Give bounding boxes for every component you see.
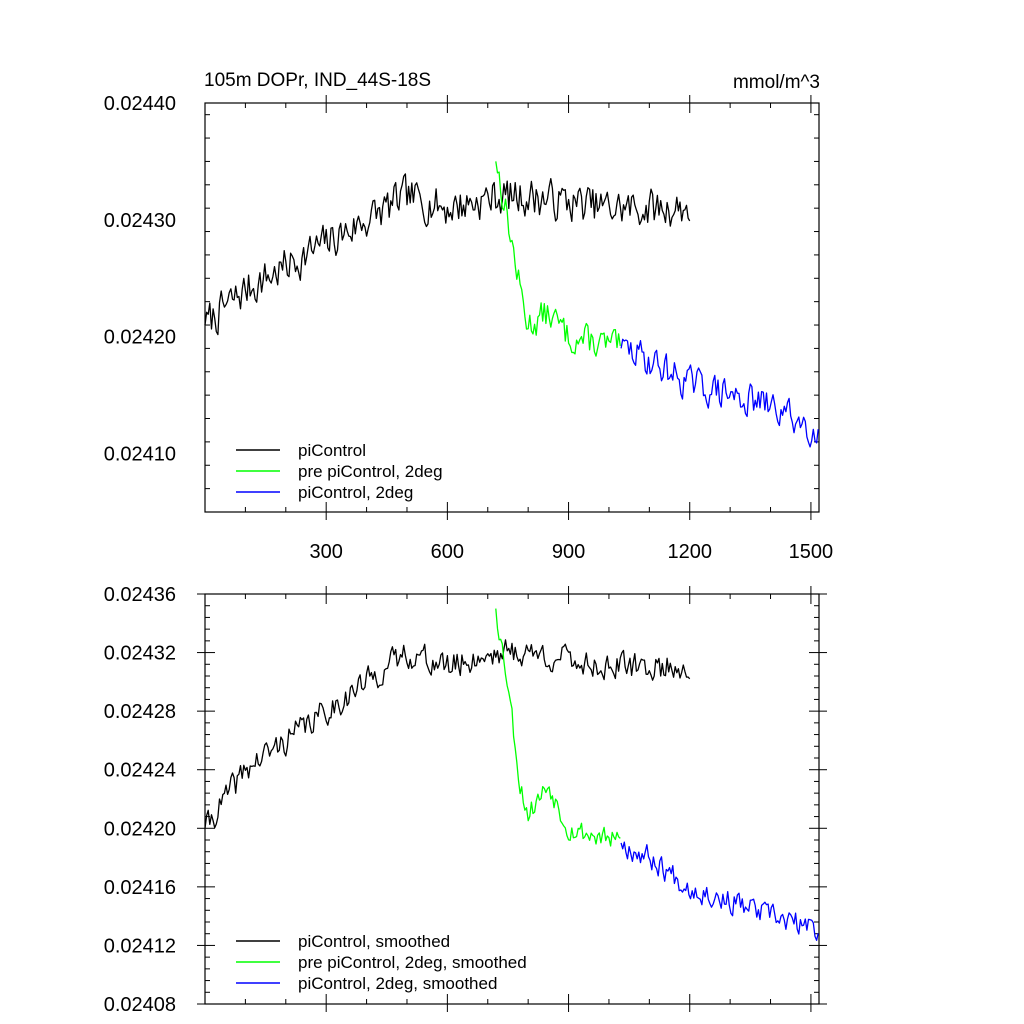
legend-label: piControl, 2deg: [298, 483, 413, 502]
y-tick-label: 0.02420: [104, 818, 176, 840]
y-tick-label: 0.02416: [104, 877, 176, 899]
y-tick-label: 0.02412: [104, 935, 176, 957]
chart-title: 105m DOPr, IND_44S-18S: [204, 70, 431, 91]
y-tick-label: 0.02420: [104, 327, 176, 349]
y-tick-labels-top: 0.02410 0.02420 0.02430 0.02440: [104, 93, 176, 466]
series-line-1: [495, 161, 621, 357]
series-line-1: [495, 608, 621, 847]
x-tick-label: 1200: [667, 541, 712, 563]
series-line-2: [620, 841, 819, 941]
panel-bottom: 0.02408 0.02412 0.02416 0.02420 0.02424 0.024…: [104, 584, 827, 1016]
x-tick-label: 900: [552, 541, 585, 563]
panel-top: 105m DOPr, IND_44S-18S mmol/m^3 0.024100…: [104, 70, 833, 563]
y-tick-labels-bottom: 0.02408 0.02412 0.02416 0.02420 0.02424 0.024…: [104, 584, 176, 1016]
x-tick-labels-top: 300 600 900 1200 1500: [309, 541, 833, 563]
units-label: mmol/m^3: [733, 72, 820, 93]
y-tick-label: 0.02424: [104, 760, 176, 782]
y-tick-label: 0.02432: [104, 643, 176, 665]
legend-label: pre piControl, 2deg: [298, 462, 443, 481]
plot-frame-bottom: [204, 593, 820, 1005]
y-tick-label: 0.02428: [104, 701, 176, 723]
series-line-2: [620, 338, 819, 448]
series-lines-top: [204, 161, 819, 448]
legend-label: piControl: [298, 441, 366, 460]
y-tick-label: 0.02408: [104, 994, 176, 1016]
legend-top: piControl pre piControl, 2deg piControl,…: [236, 441, 443, 502]
legend-label: piControl, smoothed: [298, 932, 450, 951]
y-tick-label: 0.02410: [104, 444, 176, 466]
y-tick-label: 0.02436: [104, 584, 176, 606]
legend-label: pre piControl, 2deg, smoothed: [298, 953, 527, 972]
x-tick-label: 1500: [789, 541, 834, 563]
series-line-0: [204, 639, 691, 829]
x-tick-label: 300: [309, 541, 342, 563]
legend-bottom: piControl, smoothed pre piControl, 2deg,…: [236, 932, 527, 993]
y-tick-label: 0.02430: [104, 210, 176, 232]
plot-frame-top: [204, 102, 820, 513]
legend-label: piControl, 2deg, smoothed: [298, 974, 497, 993]
series-lines-bottom: [204, 608, 819, 941]
series-line-0: [204, 173, 691, 336]
tick-marks-top: [205, 95, 819, 520]
y-tick-label: 0.02440: [104, 93, 176, 115]
tick-marks-bottom: [197, 586, 827, 1012]
x-tick-label: 600: [431, 541, 464, 563]
